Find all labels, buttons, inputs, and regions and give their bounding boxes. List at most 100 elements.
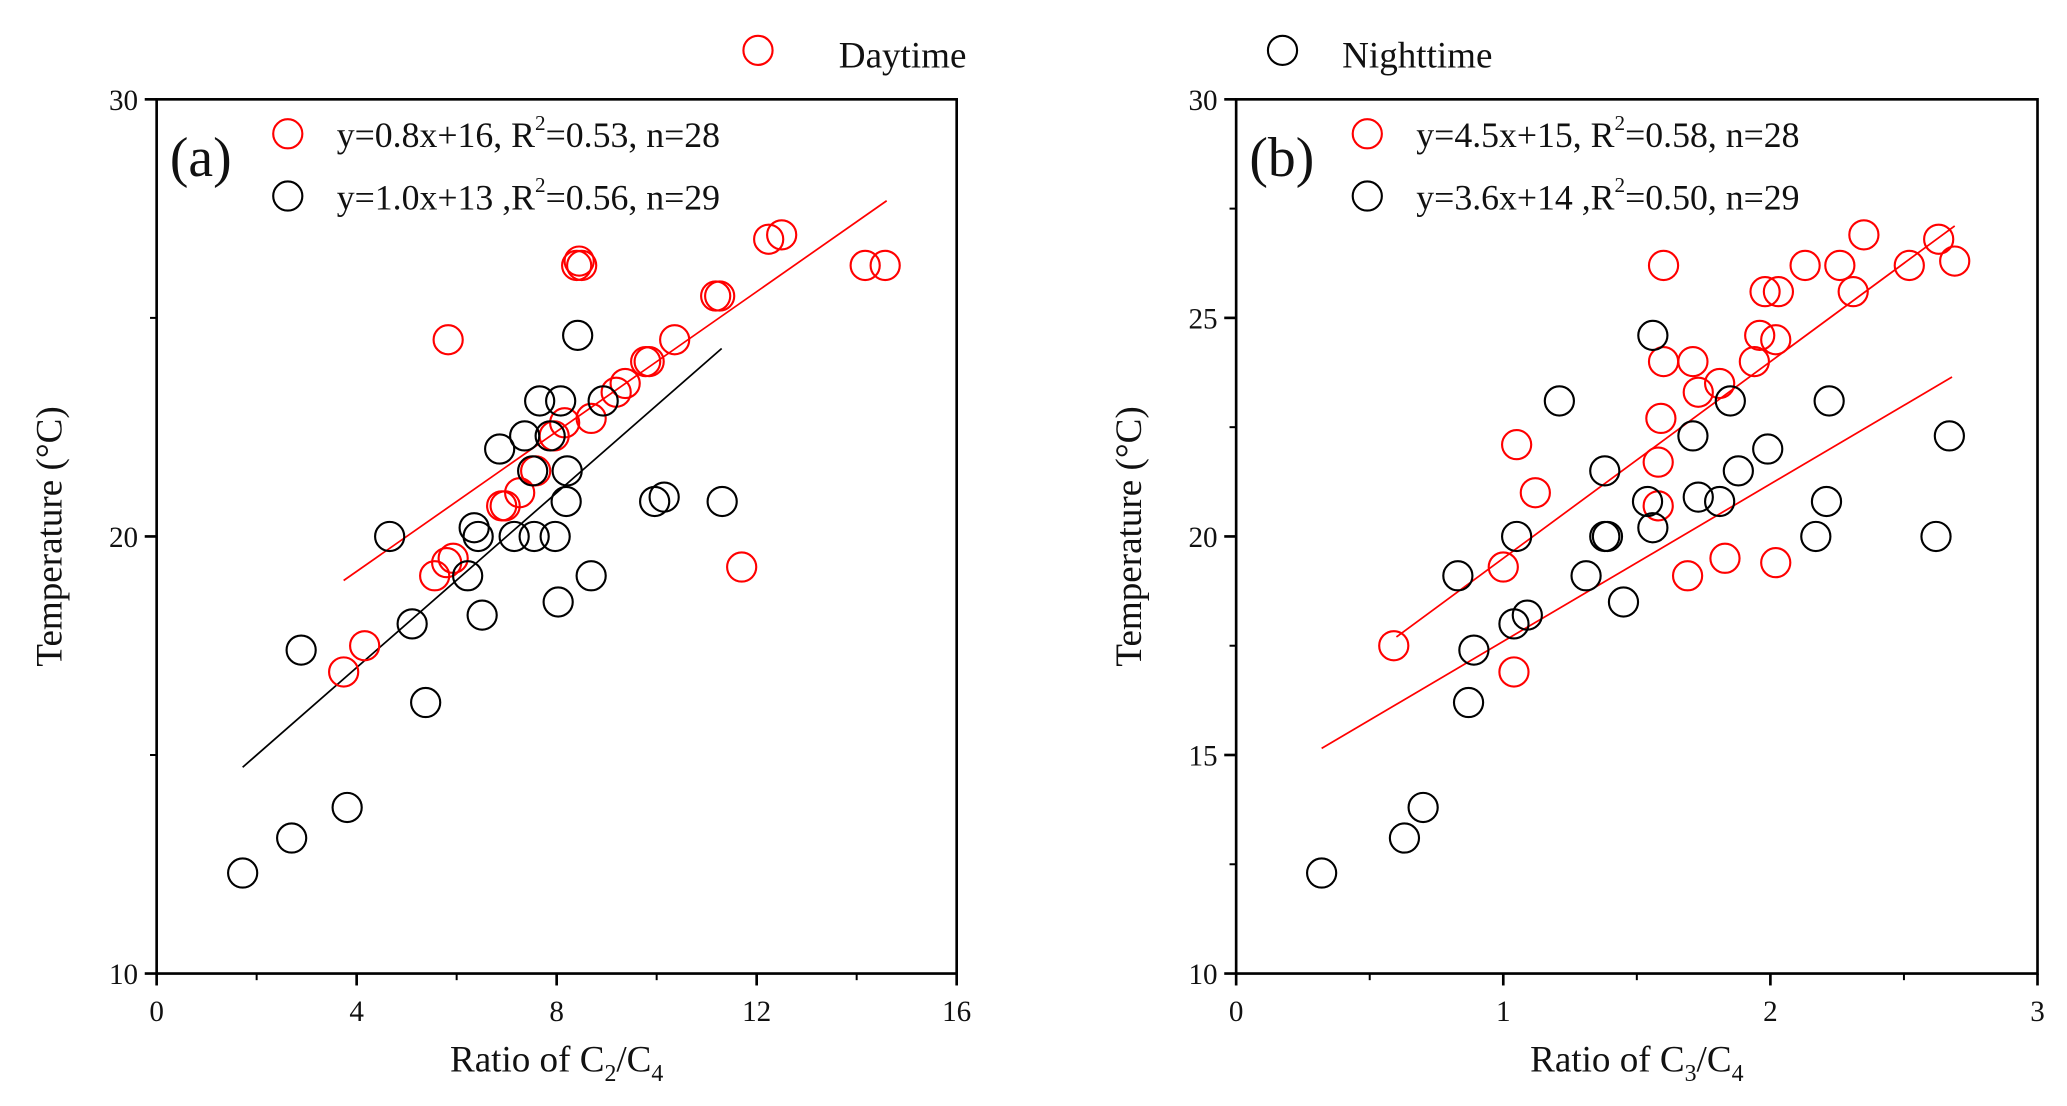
data-point-daytime [1738, 345, 1770, 378]
x-axis-label-subscript: 2 [604, 1061, 616, 1087]
data-point-nighttime [539, 520, 571, 553]
data-point-nighttime [1637, 319, 1669, 352]
data-point-daytime [704, 280, 736, 312]
data-point-nighttime [1631, 485, 1664, 518]
data-point-nighttime [331, 791, 363, 824]
data-point-nighttime [1543, 385, 1575, 417]
series-nighttime [1306, 319, 1965, 889]
data-point-nighttime [1800, 520, 1832, 553]
data-point-daytime [563, 245, 595, 277]
data-point-nighttime [285, 634, 317, 666]
x-axis-label-subscript: 4 [1732, 1061, 1744, 1087]
data-point-nighttime [452, 560, 484, 592]
data-point-nighttime [1682, 481, 1714, 513]
data-point-daytime [1939, 245, 1971, 277]
data-point-nighttime [551, 455, 583, 487]
y-axis-label: Temperature (°C) [1109, 406, 1150, 666]
x-axis-label-text: /C [1697, 1040, 1732, 1081]
x-tick-label: 0 [1229, 996, 1244, 1028]
top-legend: Daytime Nighttime [742, 34, 1492, 77]
x-axis-label: Ratio of C2/C4 [450, 1040, 663, 1087]
legend-daytime-label: Daytime [839, 36, 967, 77]
data-point-daytime [1519, 477, 1551, 509]
data-point-nighttime [1452, 686, 1485, 719]
inset-legend-equation: y=4.5x+15, R2=0.58, n=28 [1416, 111, 1799, 155]
y-tick-label: 30 [1188, 85, 1217, 117]
data-point-daytime [753, 223, 785, 255]
inset-legend-equation: y=1.0x+13 ,R2=0.56, n=29 [337, 173, 720, 217]
equation-superscript: 2 [1615, 173, 1626, 197]
data-point-nighttime [484, 433, 516, 465]
y-tick-label: 10 [1188, 959, 1217, 991]
data-point-nighttime [466, 599, 498, 631]
data-point-daytime [1647, 345, 1680, 378]
data-point-daytime [766, 219, 798, 251]
data-point-nighttime [545, 385, 577, 417]
equation-text: y=0.8x+16, R [337, 115, 535, 155]
data-point-daytime [1704, 367, 1736, 400]
data-point-nighttime [524, 385, 556, 417]
y-tick-label: 20 [109, 522, 138, 554]
series-daytime [328, 219, 901, 688]
data-point-nighttime [1501, 520, 1533, 553]
y-tick-label: 15 [1188, 741, 1217, 773]
inset-legend-equation: y=0.8x+16, R2=0.53, n=28 [337, 111, 720, 155]
inset-legend-marker [272, 180, 304, 212]
equation-text: y=4.5x+15, R [1416, 115, 1614, 155]
panel-b: 0 1 2 3 10 15 20 25 30 Temperature (°C) Ratio of C… [1109, 85, 2045, 1087]
data-point-daytime [1682, 376, 1714, 408]
data-point-nighttime [1933, 420, 1965, 452]
x-axis-label: Ratio of C3/C4 [1530, 1040, 1743, 1087]
data-point-daytime [1923, 223, 1955, 255]
series-nighttime [227, 319, 738, 889]
data-point-nighttime [1810, 485, 1843, 518]
y-tick-label: 20 [1188, 522, 1217, 554]
data-point-nighttime [518, 520, 550, 553]
data-point-daytime [437, 542, 469, 574]
data-point-daytime [1647, 249, 1680, 282]
data-point-nighttime [1704, 485, 1736, 518]
data-point-daytime [1760, 547, 1792, 579]
legend-nighttime-label: Nighttime [1342, 36, 1492, 77]
data-point-nighttime [706, 485, 738, 518]
data-point-daytime [1671, 560, 1704, 592]
data-point-nighttime [1589, 520, 1621, 553]
data-point-daytime [575, 402, 607, 435]
data-point-daytime [1709, 542, 1741, 574]
data-point-nighttime [1511, 599, 1543, 631]
data-point-daytime [486, 490, 518, 522]
data-point-nighttime [534, 420, 566, 452]
inset-legend-marker [272, 118, 304, 150]
x-tick-label: 12 [742, 996, 771, 1028]
data-point-nighttime [1570, 560, 1602, 592]
data-point-daytime [1487, 551, 1519, 583]
y-tick-label: 25 [1188, 303, 1217, 335]
x-tick-label: 3 [2030, 996, 2045, 1028]
plot-frame [1234, 98, 2039, 975]
equation-superscript: 2 [535, 111, 546, 135]
legend-nighttime-marker [1266, 34, 1299, 66]
inset-legend-marker [1351, 180, 1383, 212]
series-daytime [1378, 219, 1971, 688]
data-point-nighttime [462, 520, 494, 553]
data-point-nighttime [374, 520, 406, 553]
data-point-daytime [1498, 656, 1530, 688]
data-point-nighttime [575, 560, 607, 592]
data-point-daytime [419, 560, 451, 592]
inset-legend-equation: y=3.6x+14 ,R2=0.50, n=29 [1416, 173, 1799, 217]
data-point-nighttime [1722, 455, 1754, 487]
data-point-daytime [1893, 249, 1925, 282]
x-tick-label: 16 [942, 996, 971, 1028]
y-axis-label: Temperature (°C) [29, 406, 70, 666]
data-point-nighttime [1442, 560, 1474, 592]
data-point-nighttime [1407, 791, 1439, 824]
data-point-daytime [659, 324, 691, 356]
x-tick-label: 4 [349, 996, 364, 1028]
equation-superscript: 2 [535, 173, 546, 197]
equation-text: y=1.0x+13 ,R [337, 177, 535, 217]
x-tick-label: 8 [549, 996, 564, 1028]
x-axis-label-subscript: 3 [1685, 1061, 1697, 1087]
data-point-daytime [1789, 249, 1821, 282]
fit-line-nighttime [1321, 376, 1953, 750]
